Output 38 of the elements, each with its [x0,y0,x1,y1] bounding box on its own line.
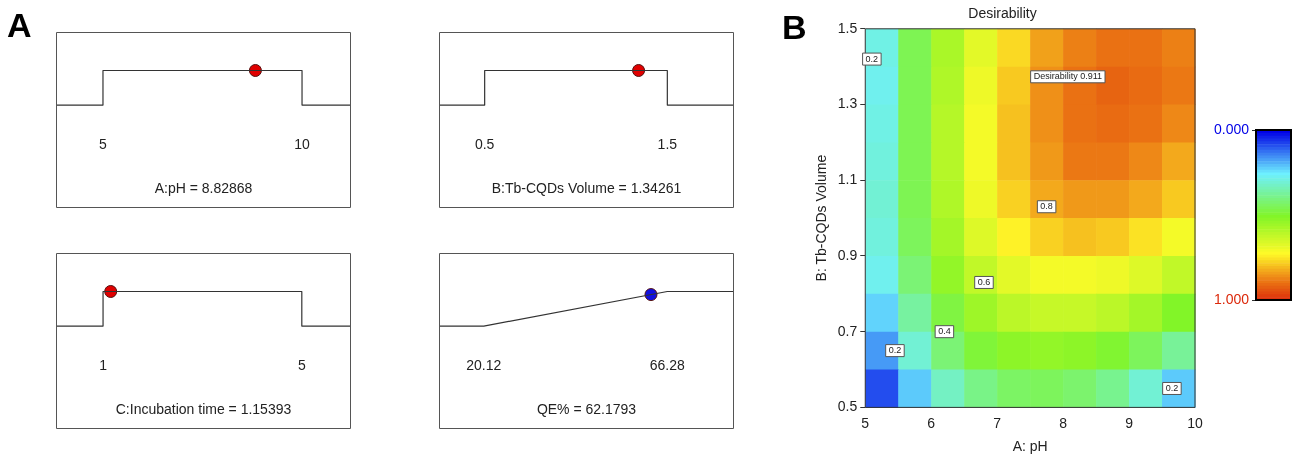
y-tick-label: 1.5 [837,19,858,36]
x-tick-label: 5 [99,135,108,152]
text: B [782,8,807,47]
color-bar-label: 1.000 [1213,290,1250,307]
x-tick-label: 66.28 [649,356,686,373]
y-tick-label: 0.5 [837,398,858,415]
annotation: 0.2 [865,53,879,64]
x-axis-title: B:Tb-CQDs Volume = 1.34261 [491,180,682,197]
color-bar-label: 0.000 [1213,120,1250,137]
annotation: Desirability 0.911 [1033,71,1102,82]
y-tick-label: 1.1 [837,171,858,188]
x-tick-label: 1 [99,356,108,373]
x-tick-label: 20.12 [466,356,502,373]
x-tick-label: 0.5 [474,135,495,152]
annotation: 0.8 [1040,201,1053,212]
x-tick-label: 9 [1125,414,1134,431]
chart-title: Desirability [968,5,1037,22]
x-axis-title: C:Incubation time = 1.15393 [115,401,292,418]
x-tick-label: 8 [1059,414,1068,431]
annotation: 0.2 [1165,382,1179,393]
x-tick-label: 7 [993,414,1002,431]
x-tick-label: 10 [1187,414,1203,431]
annotation: 0.2 [888,345,902,356]
x-axis-title: QE% = 62.1793 [536,401,637,418]
y-tick-label: 0.7 [837,322,858,339]
y-tick-label: 1.3 [837,95,858,112]
x-tick-label: 10 [294,135,311,152]
x-tick-label: 1.5 [657,135,678,152]
annotation: 0.6 [977,276,991,287]
x-axis-title: A:pH = 8.82868 [154,180,253,197]
x-axis-title: A: pH [1012,438,1048,455]
annotation: 0.4 [938,326,951,337]
x-tick-label: 5 [297,356,306,373]
y-tick-label: 0.9 [837,246,858,263]
y-axis-title: B: Tb-CQDs Volume [813,154,830,282]
x-tick-label: 6 [927,414,936,431]
x-tick-label: 5 [861,414,870,431]
text: A [7,6,32,45]
